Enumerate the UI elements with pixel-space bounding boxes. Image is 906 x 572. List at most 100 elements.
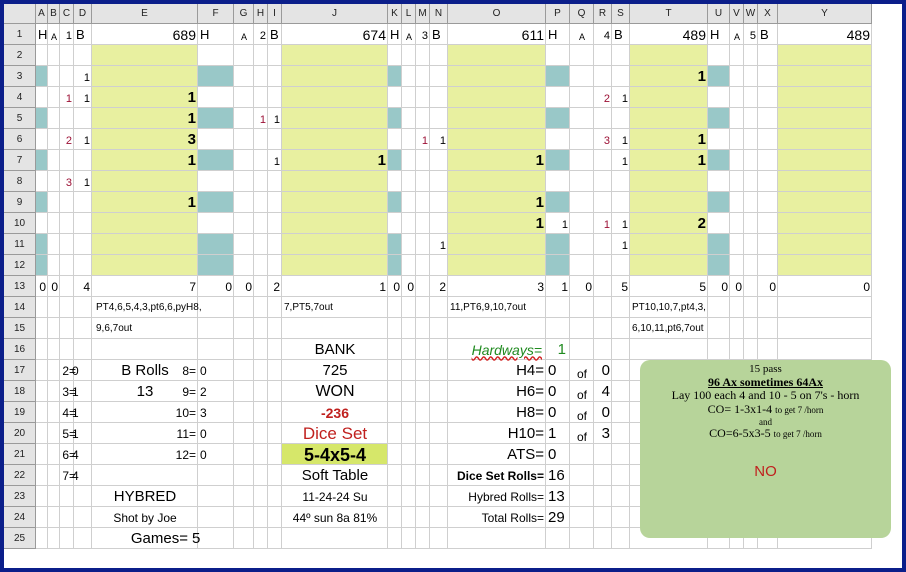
cell[interactable]	[758, 87, 778, 108]
column-header-f[interactable]: F	[198, 4, 234, 24]
cell[interactable]	[268, 381, 282, 402]
cell[interactable]	[430, 318, 448, 339]
row-header-12[interactable]: 12	[4, 255, 36, 276]
cell[interactable]	[402, 507, 416, 528]
cell[interactable]	[570, 87, 594, 108]
cell[interactable]	[594, 423, 612, 444]
cell[interactable]	[268, 234, 282, 255]
cell[interactable]	[630, 45, 708, 66]
cell[interactable]	[388, 150, 402, 171]
cell[interactable]	[402, 276, 416, 297]
cell[interactable]	[594, 402, 612, 423]
cell[interactable]	[282, 150, 388, 171]
cell[interactable]	[430, 276, 448, 297]
cell[interactable]	[198, 339, 234, 360]
cell[interactable]	[60, 24, 74, 45]
cell[interactable]	[594, 24, 612, 45]
cell[interactable]	[570, 108, 594, 129]
cell[interactable]	[730, 339, 744, 360]
cell[interactable]	[268, 402, 282, 423]
row-header-9[interactable]: 9	[4, 192, 36, 213]
cell[interactable]	[282, 213, 388, 234]
column-header-w[interactable]: W	[744, 4, 758, 24]
cell[interactable]	[402, 297, 416, 318]
cell[interactable]	[758, 297, 778, 318]
cell[interactable]	[48, 360, 60, 381]
cell[interactable]	[416, 465, 430, 486]
cell[interactable]	[254, 234, 268, 255]
cell[interactable]	[92, 507, 198, 528]
cell[interactable]	[778, 213, 872, 234]
cell[interactable]	[744, 318, 758, 339]
cell[interactable]	[402, 150, 416, 171]
cell[interactable]	[74, 45, 92, 66]
cell[interactable]	[74, 24, 92, 45]
cell[interactable]	[708, 150, 730, 171]
cell[interactable]	[448, 171, 546, 192]
cell[interactable]	[234, 192, 254, 213]
cell[interactable]	[744, 129, 758, 150]
cell[interactable]	[708, 129, 730, 150]
cell[interactable]	[92, 360, 198, 381]
row-header-16[interactable]: 16	[4, 339, 36, 360]
cell[interactable]	[282, 87, 388, 108]
cell[interactable]	[416, 108, 430, 129]
cell[interactable]	[92, 339, 198, 360]
cell[interactable]	[570, 213, 594, 234]
cell[interactable]	[546, 192, 570, 213]
cell[interactable]	[546, 486, 570, 507]
cell[interactable]	[416, 150, 430, 171]
cell[interactable]	[268, 66, 282, 87]
cell[interactable]	[234, 150, 254, 171]
cell[interactable]	[60, 129, 74, 150]
cell[interactable]	[402, 465, 416, 486]
cell[interactable]	[48, 465, 60, 486]
cell[interactable]	[448, 507, 546, 528]
cell[interactable]	[744, 45, 758, 66]
column-header-p[interactable]: P	[546, 4, 570, 24]
cell[interactable]	[388, 213, 402, 234]
cell[interactable]	[758, 171, 778, 192]
cell[interactable]	[388, 360, 402, 381]
cell[interactable]	[254, 213, 268, 234]
row-header-14[interactable]: 14	[4, 297, 36, 318]
column-header-k[interactable]: K	[388, 4, 402, 24]
cell[interactable]	[570, 318, 594, 339]
cell[interactable]	[594, 234, 612, 255]
cell[interactable]	[730, 234, 744, 255]
cell[interactable]	[744, 297, 758, 318]
cell[interactable]	[254, 192, 268, 213]
cell[interactable]	[48, 171, 60, 192]
column-header-e[interactable]: E	[92, 4, 198, 24]
cell[interactable]	[234, 108, 254, 129]
cell[interactable]	[570, 339, 594, 360]
cell[interactable]	[198, 297, 234, 318]
cell[interactable]	[430, 402, 448, 423]
cell[interactable]	[546, 150, 570, 171]
cell[interactable]	[60, 213, 74, 234]
cell[interactable]	[268, 339, 282, 360]
cell[interactable]	[594, 213, 612, 234]
cell[interactable]	[570, 423, 594, 444]
cell[interactable]	[60, 192, 74, 213]
cell[interactable]	[744, 213, 758, 234]
cell[interactable]	[60, 360, 74, 381]
cell[interactable]	[612, 339, 630, 360]
cell[interactable]	[430, 339, 448, 360]
cell[interactable]	[198, 528, 234, 549]
cell[interactable]	[268, 486, 282, 507]
cell[interactable]	[74, 213, 92, 234]
cell[interactable]	[730, 213, 744, 234]
cell[interactable]	[430, 486, 448, 507]
cell[interactable]	[282, 465, 388, 486]
cell[interactable]	[612, 444, 630, 465]
column-header-a[interactable]: A	[36, 4, 48, 24]
cell[interactable]	[198, 486, 234, 507]
cell[interactable]	[48, 24, 60, 45]
cell[interactable]	[60, 423, 74, 444]
cell[interactable]	[708, 255, 730, 276]
cell[interactable]	[48, 255, 60, 276]
cell[interactable]	[612, 465, 630, 486]
cell[interactable]	[388, 528, 402, 549]
cell[interactable]	[198, 234, 234, 255]
